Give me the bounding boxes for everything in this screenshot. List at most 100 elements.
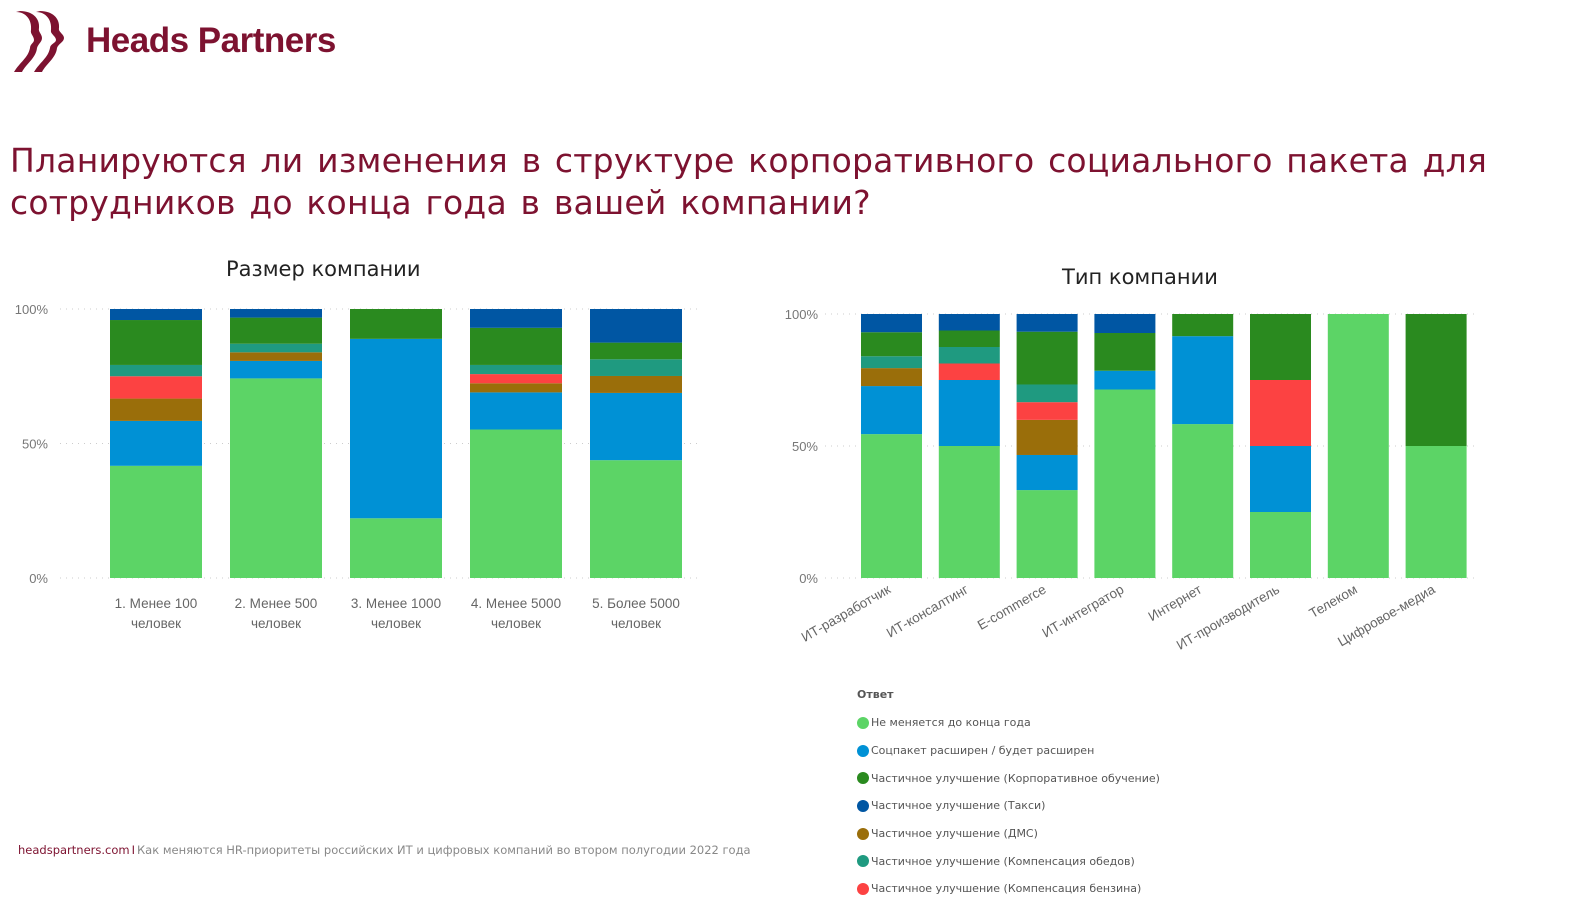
bar-segment xyxy=(1016,384,1078,403)
bar-segment xyxy=(110,465,202,578)
bar-segment xyxy=(1250,314,1311,380)
bar-segment xyxy=(110,309,202,321)
bar-segment xyxy=(230,378,322,578)
bar-segment xyxy=(470,309,562,328)
x-tick-label: ИТ-разработчик xyxy=(799,582,893,645)
y-tick-label: 100% xyxy=(15,302,49,317)
x-tick-label: Телеком xyxy=(1307,582,1360,621)
bar-segment xyxy=(1405,446,1467,578)
bar-segment xyxy=(938,446,1000,578)
page-title: Планируются ли изменения в структуре кор… xyxy=(10,141,1488,222)
legend-swatch-icon xyxy=(857,772,869,785)
legend-swatch-icon xyxy=(857,855,869,868)
bar-segment xyxy=(1094,333,1156,371)
bar-segment xyxy=(938,347,1000,364)
x-tick-label: человек xyxy=(251,616,301,631)
bar-segment xyxy=(110,364,202,377)
bar-segment xyxy=(1094,370,1156,390)
bar-segment xyxy=(861,356,922,369)
bar-segment xyxy=(590,460,682,578)
x-tick-label: человек xyxy=(131,616,181,631)
bar-segment xyxy=(861,314,922,333)
legend-label: Не меняется до конца года xyxy=(871,716,1031,730)
x-tick-label: 5. Более 5000 xyxy=(592,596,680,611)
x-tick-label: человек xyxy=(491,616,541,631)
x-tick-label: E-commerce xyxy=(975,582,1049,633)
legend-item: Частичное улучшение (Корпоративное обуче… xyxy=(857,764,1160,792)
bar-segment xyxy=(470,383,562,393)
legend-swatch-icon xyxy=(857,827,869,840)
bar-segment xyxy=(230,352,322,361)
bar-segment xyxy=(110,398,202,421)
bar-segment xyxy=(230,343,322,353)
chart-title-type: Тип компании xyxy=(1062,265,1218,289)
bar-segment xyxy=(470,327,562,365)
legend-item: Частичное улучшение (Компенсация бензина… xyxy=(857,875,1160,903)
brand-name: Heads Partners xyxy=(86,21,336,60)
x-tick-label: ИТ-консалтинг xyxy=(884,582,971,641)
legend-swatch-icon xyxy=(857,716,869,729)
bar-segment xyxy=(1405,314,1467,446)
y-tick-label: 0% xyxy=(29,571,48,586)
x-tick-label: 4. Менее 5000 xyxy=(471,596,561,611)
footer: headspartners.com I Как меняются HR-приори… xyxy=(18,843,751,857)
x-tick-label: человек xyxy=(371,616,421,631)
bar-segment xyxy=(590,359,682,376)
chart-title-size: Размер компании xyxy=(226,257,421,281)
bar-segment xyxy=(938,380,1000,446)
legend-item: Частичное улучшение (ДМС) xyxy=(857,820,1160,848)
bar-segment xyxy=(1016,331,1078,385)
legend-label: Частичное улучшение (Корпоративное обуче… xyxy=(871,771,1160,785)
bar-segment xyxy=(1016,419,1078,455)
logo: Heads Partners xyxy=(10,8,336,74)
legend-label: Соцпакет расширен / будет расширен xyxy=(871,744,1095,758)
bar-segment xyxy=(470,429,562,578)
bar-segment xyxy=(1250,512,1311,578)
x-tick-label: 1. Менее 100 xyxy=(115,596,198,611)
footer-site-link[interactable]: headspartners.com xyxy=(18,843,130,857)
bar-segment xyxy=(1327,314,1389,578)
bar-segment xyxy=(1250,446,1311,512)
chart-0: 0% 50% 100% 1. Менее 100 человек 2. Менее 500… xyxy=(15,302,700,631)
bar-segment xyxy=(1016,454,1078,491)
bar-segment xyxy=(230,309,322,318)
bar-segment xyxy=(861,386,922,435)
x-tick-label: 3. Менее 1000 xyxy=(351,596,441,611)
x-tick-label: ИТ-интегратор xyxy=(1039,582,1126,641)
bar-segment xyxy=(1016,402,1078,420)
bar-segment xyxy=(861,332,922,357)
bar-segment xyxy=(1172,336,1234,425)
legend-item: Частичное улучшение (Компенсация обедов) xyxy=(857,847,1160,875)
x-tick-label: Интернет xyxy=(1146,582,1205,624)
legend-label: Частичное улучшение (Компенсация бензина… xyxy=(871,882,1142,896)
bar-segment xyxy=(1172,424,1234,578)
bar-segment xyxy=(590,375,682,393)
bar-segment xyxy=(1094,389,1156,578)
bar-segment xyxy=(110,320,202,365)
bar-segment xyxy=(938,330,1000,347)
bar-segment xyxy=(470,392,562,430)
x-tick-label: человек xyxy=(611,616,661,631)
legend-swatch-icon xyxy=(857,744,869,757)
bar-segment xyxy=(230,360,322,379)
bar-segment xyxy=(1016,314,1078,332)
y-tick-label: 50% xyxy=(22,437,48,452)
legend-swatch-icon xyxy=(857,882,869,895)
legend-item: Не меняется до конца года xyxy=(857,709,1160,737)
bar-segment xyxy=(938,363,1000,380)
bar-segment xyxy=(230,317,322,344)
bar-segment xyxy=(470,374,562,384)
bar-segment xyxy=(590,309,682,343)
heads-logo-icon xyxy=(14,11,64,72)
bar-segment xyxy=(861,434,922,578)
legend-item: Частичное улучшение (Такси) xyxy=(857,792,1160,820)
legend-swatch-icon xyxy=(857,799,869,812)
bar-segment xyxy=(350,518,442,578)
bar-segment xyxy=(590,392,682,461)
footer-text: Как меняются HR-приоритеты российских ИТ… xyxy=(137,843,751,857)
legend-item: Соцпакет расширен / будет расширен xyxy=(857,737,1160,765)
bar-segment xyxy=(350,309,442,339)
bar-segment xyxy=(110,376,202,399)
